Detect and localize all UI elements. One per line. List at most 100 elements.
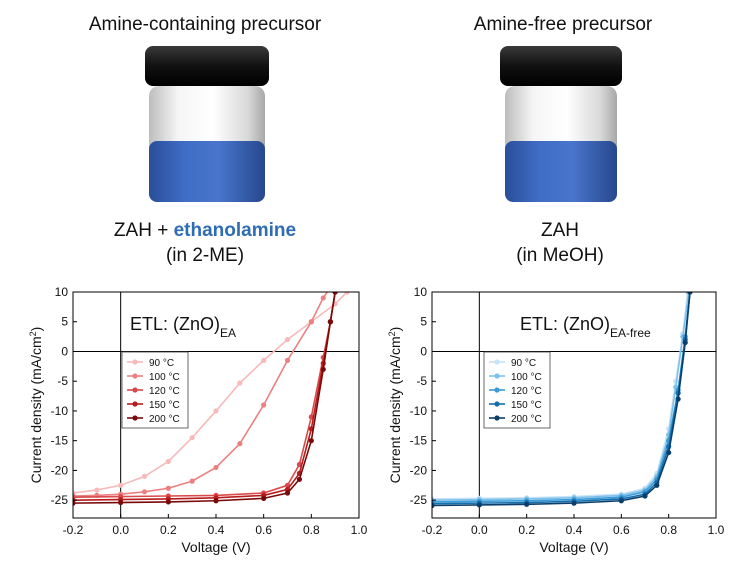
right-chart-ytick-label-6: -20 xyxy=(410,463,428,477)
left-chart-legend-label-1: 100 °C xyxy=(149,372,180,383)
left-chart-series-4-point-4 xyxy=(261,495,267,501)
right-chart-legend-marker-2 xyxy=(494,387,500,393)
right-chart-x-axis-label: Voltage (V) xyxy=(539,539,608,555)
right-vial-liquid xyxy=(505,141,617,202)
left-chart-xtick-label-6: 1.0 xyxy=(351,523,368,537)
right-chart-etl-label: ETL: (ZnO)EA-free xyxy=(520,314,651,340)
right-chart-y-axis-label: Current density (mA/cm2) xyxy=(387,327,403,484)
left-chart-legend-marker-1 xyxy=(132,373,138,379)
left-chart-series-0-point-9 xyxy=(284,336,291,343)
left-chart-legend-marker-0 xyxy=(132,359,138,365)
left-chart-legend-label-3: 150 °C xyxy=(149,400,180,411)
left-chart-legend-label-2: 120 °C xyxy=(149,386,180,397)
right-chart-series-4-point-8 xyxy=(675,396,681,402)
left-chart-series-4-point-0 xyxy=(73,500,76,506)
right-chart-xtick-label-0: -0.2 xyxy=(422,523,443,537)
left-chart-series-0-point-8 xyxy=(261,357,267,363)
left-chart-series-4-point-1 xyxy=(118,499,124,506)
left-chart-series-4-point-7 xyxy=(308,438,314,444)
left-chart-ytick-label-6: -20 xyxy=(51,463,69,477)
left-chart-series-0-point-3 xyxy=(141,473,148,479)
left-precursor-title: Amine-containing precursor xyxy=(88,14,322,35)
left-chart-series-0-point-6 xyxy=(213,408,219,414)
left-chart-series-1-point-6 xyxy=(213,464,219,471)
left-chart-ytick-label-5: -15 xyxy=(51,434,69,448)
left-chart-xtick-label-4: 0.6 xyxy=(255,523,272,537)
left-chart-xtick-label-1: 0.0 xyxy=(112,523,129,537)
left-vial-cap xyxy=(145,46,269,86)
left-chart-y-axis-label-main: Current density (mA/cm xyxy=(28,336,44,483)
left-chart-y-axis-label-end: ) xyxy=(28,327,44,332)
left-chart-series-4 xyxy=(73,292,338,506)
left-chart-series-4-point-2 xyxy=(165,499,171,505)
right-chart-series-4-point-2 xyxy=(524,501,530,507)
left-chart-series-1-point-3 xyxy=(141,489,148,495)
right-chart-series-4 xyxy=(432,292,693,509)
left-solvent: (in 2-ME) xyxy=(165,245,245,266)
right-chart-y-axis-label-sup: 2 xyxy=(387,331,397,336)
right-chart-series-4-point-3 xyxy=(571,500,577,506)
right-vial xyxy=(500,46,622,202)
left-chart-legend-label-4: 200 °C xyxy=(149,414,180,425)
left-chart-series-4-point-8 xyxy=(320,366,326,372)
left-chart-series-1-point-7 xyxy=(237,441,243,447)
right-chart-ytick-label-3: -5 xyxy=(416,374,427,388)
right-chart-etl-sub: EA-free xyxy=(610,326,651,340)
right-chart-xtick-label-4: 0.6 xyxy=(613,523,630,537)
right-chart-series-4-point-4 xyxy=(618,498,624,504)
left-chart-series-0-point-5 xyxy=(189,435,195,441)
right-chart-ytick-label-1: 5 xyxy=(420,315,427,329)
right-chart-series-4-point-10 xyxy=(687,292,693,295)
right-chart-series-4-point-5 xyxy=(642,493,648,499)
left-chart-ytick-label-0: 10 xyxy=(55,285,69,299)
right-precursor-title: Amine-free precursor xyxy=(473,14,653,35)
left-chart-y-axis-label-sup: 2 xyxy=(28,331,38,336)
left-chart-series-4-point-3 xyxy=(213,498,219,504)
right-chart-series-4-point-1 xyxy=(476,502,482,508)
left-chart-series-1-point-10 xyxy=(308,319,314,325)
right-formula-text: ZAH xyxy=(541,220,579,241)
right-vial-cap xyxy=(500,46,622,86)
left-chart-etl-sub: EA xyxy=(220,326,236,340)
right-chart-series-4-point-9 xyxy=(682,339,688,346)
left-chart-ytick-label-3: -5 xyxy=(57,374,68,388)
right-chart-legend-marker-4 xyxy=(494,415,500,421)
left-chart-series-0-point-4 xyxy=(165,458,171,465)
left-chart-series-0-point-7 xyxy=(237,380,243,386)
left-chart-ytick-label-4: -10 xyxy=(51,404,69,418)
left-chart-ytick-label-2: 0 xyxy=(61,344,68,358)
left-vial-liquid xyxy=(149,141,265,202)
left-chart-series-4-point-10 xyxy=(332,292,338,295)
right-chart-xtick-label-3: 0.4 xyxy=(566,523,583,537)
right-chart-ytick-label-4: -10 xyxy=(410,404,428,418)
left-chart-series-4-point-5 xyxy=(284,490,291,496)
left-chart-series-1-point-9 xyxy=(284,357,291,363)
left-chart-series-0-point-2 xyxy=(118,482,124,488)
right-chart-legend-marker-1 xyxy=(494,373,500,379)
left-chart-series-0-point-1 xyxy=(94,487,100,493)
right-chart-legend-label-3: 150 °C xyxy=(511,400,542,411)
right-formula: ZAH (in MeOH) xyxy=(410,218,710,268)
left-chart-x-axis-label: Voltage (V) xyxy=(181,539,250,555)
right-chart-y-axis-label-main: Current density (mA/cm xyxy=(387,336,403,483)
right-chart-legend-marker-3 xyxy=(494,401,500,407)
right-chart-series-4-point-7 xyxy=(666,449,672,456)
left-vial xyxy=(145,46,269,202)
right-chart-legend-marker-0 xyxy=(494,359,500,365)
right-chart-ytick-label-2: 0 xyxy=(420,344,427,358)
right-chart-legend-label-0: 90 °C xyxy=(511,358,536,369)
left-chart-xtick-label-5: 0.8 xyxy=(303,523,320,537)
right-chart-ytick-label-7: -25 xyxy=(410,493,428,507)
left-chart-series-0-point-12 xyxy=(344,292,350,295)
left-chart-series-4-point-6 xyxy=(296,476,303,482)
left-chart-legend-marker-2 xyxy=(132,387,138,393)
left-chart-xtick-label-2: 0.2 xyxy=(160,523,177,537)
left-chart-series-1-point-11 xyxy=(320,295,326,301)
left-chart-series-1-point-8 xyxy=(261,402,267,408)
left-chart-etl-label: ETL: (ZnO)EA xyxy=(130,314,236,340)
right-chart-xtick-label-1: 0.0 xyxy=(471,523,488,537)
left-formula-prefix: ZAH + xyxy=(113,220,174,241)
left-chart-legend-label-0: 90 °C xyxy=(149,358,174,369)
right-chart-legend-label-4: 200 °C xyxy=(511,414,542,425)
